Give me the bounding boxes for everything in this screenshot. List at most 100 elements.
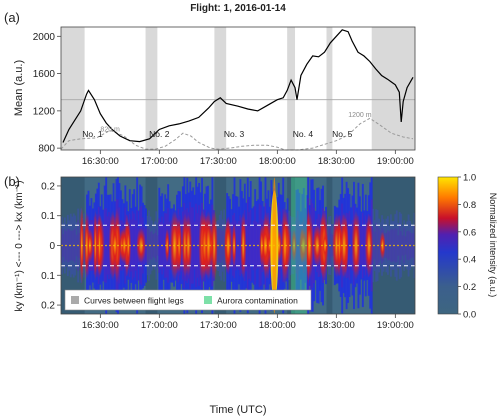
- time-axis: 16:30:00 16:30:00 17:00:00 17:00:00 17:30:00…: [82, 150, 414, 331]
- heatmap-column: [403, 220, 406, 271]
- y-tick-label: 800: [38, 144, 55, 155]
- y-tick-label: 0.1: [41, 211, 55, 222]
- legend-curves-label: Curves between flight legs: [84, 296, 184, 306]
- heatmap-column-core: [254, 206, 257, 285]
- leg-label: No. 4: [293, 129, 314, 139]
- heatmap-column-core: [255, 221, 258, 270]
- x-tick-label-b: 16:30:00: [82, 320, 119, 331]
- colorbar-tick-label: 0.8: [463, 200, 476, 211]
- curve-band: [287, 27, 296, 150]
- heatmap-hotspot: [240, 211, 247, 280]
- colorbar-ramp: [437, 176, 459, 315]
- heatmap-column-core: [106, 216, 109, 275]
- heatmap-column: [148, 210, 150, 281]
- leg-label: No. 3: [224, 129, 245, 139]
- leg-label: No. 2: [149, 129, 170, 139]
- colorbar-label: Normalized intensity (a.u.): [488, 193, 498, 298]
- x-tick-label-a: 18:00:00: [259, 156, 296, 167]
- panel-a-y-label: Mean (a.u.): [13, 60, 25, 116]
- heatmap-column: [327, 216, 330, 275]
- x-axis-label: Time (UTC): [209, 404, 266, 416]
- heatmap-column-core: [251, 226, 254, 265]
- heatmap-column: [155, 211, 158, 280]
- heatmap-hotspot: [280, 206, 289, 285]
- y-tick-label: 2000: [33, 32, 56, 43]
- heatmap-column-core: [330, 233, 333, 258]
- legend-aurora-label: Aurora contamination: [217, 296, 298, 306]
- y-tick-label: 0.2: [41, 301, 55, 312]
- colorbar-tick-label: 1.0: [463, 173, 476, 184]
- legend-swatch-aurora: [204, 296, 212, 304]
- heatmap-column: [218, 214, 221, 277]
- heatmap-column-core: [218, 228, 221, 263]
- heatmap-hotspot: [164, 228, 170, 263]
- heatmap-column: [391, 221, 394, 270]
- x-tick-label-a: 18:30:00: [318, 156, 355, 167]
- heatmap-hotspot: [298, 228, 308, 263]
- heatmap-column-core: [75, 234, 78, 257]
- heatmap-hotspot: [93, 210, 98, 281]
- heatmap-column-core: [155, 228, 158, 263]
- heatmap-column: [407, 214, 410, 277]
- legend: Curves between flight legs Aurora contam…: [64, 289, 312, 311]
- y-tick-label: 0.2: [41, 181, 55, 192]
- heatmap-column-core: [350, 223, 352, 268]
- heatmap-column: [395, 210, 398, 281]
- y-tick-label: 0.1: [41, 271, 55, 282]
- heatmap-column: [412, 224, 414, 267]
- heatmap-column: [406, 221, 409, 270]
- heatmap-column-core: [406, 231, 409, 260]
- heatmap-hotspots: [61, 177, 415, 314]
- colorbar: 0.0 0.2 0.4 0.6 0.8 1.0 Normalized intensity …: [437, 173, 498, 321]
- curve-band: [326, 27, 333, 150]
- y-tick-label: 0: [49, 241, 55, 252]
- heatmap-hotspot: [336, 213, 342, 278]
- aurora-band: [291, 177, 307, 314]
- leg-label: No. 5: [332, 129, 353, 139]
- heatmap-column: [398, 212, 401, 279]
- heatmap-column: [375, 209, 378, 282]
- heatmap-hotspot: [176, 218, 182, 273]
- x-tick-label-b: 18:30:00: [318, 320, 355, 331]
- heatmap-column-core: [159, 221, 162, 270]
- mean-line: [62, 29, 414, 143]
- panel-a-label: (a): [4, 10, 20, 25]
- y-tick-label: 1600: [33, 69, 56, 80]
- heatmap-column: [330, 223, 333, 268]
- heatmap-column-core: [134, 220, 137, 271]
- legend-swatch-curves: [71, 296, 79, 304]
- dashed-guides: [61, 224, 415, 267]
- colorbar-tick-label: 0.6: [463, 227, 476, 238]
- heatmap-column-core: [146, 225, 149, 266]
- leg-labels: No. 1 No. 2 No. 3 No. 4 No. 5: [82, 129, 352, 139]
- colorbar-tick-label: 0.0: [463, 310, 476, 321]
- x-tick-label-a: 16:30:00: [82, 156, 119, 167]
- curve-band: [371, 27, 415, 150]
- altitude-line: [60, 117, 414, 151]
- x-tick-label-b: 19:00:00: [377, 320, 414, 331]
- heatmap-column-core: [162, 223, 165, 268]
- colorbar-tick-label: 0.2: [463, 282, 476, 293]
- spectrum-heatmap: 0.2 0.1 0 0.1 0.2 16:30:00 16:30:00 17:00:00 17…: [14, 150, 498, 416]
- heatmap-column-core: [395, 228, 398, 263]
- heatmap-column: [386, 216, 389, 275]
- x-tick-label-b: 17:30:00: [200, 320, 237, 331]
- panel-b-y-label: ky (km⁻¹) <--- 0 ---> kx (km⁻¹): [14, 180, 25, 311]
- heatmap-hotspot: [97, 212, 103, 279]
- heatmap-column-core: [150, 231, 153, 260]
- curve-band: [61, 27, 85, 150]
- heatmap-hotspot: [339, 211, 349, 280]
- curve-bands: [61, 27, 415, 150]
- heatmap-hotspot: [184, 214, 193, 277]
- heatmap-column: [63, 217, 66, 274]
- heatmap-column-core: [386, 230, 389, 261]
- heatmap-column-core: [327, 228, 330, 263]
- heatmap-column-core: [394, 228, 397, 263]
- altitude-label: 1200 m: [348, 112, 372, 119]
- panel-b-label: (b): [4, 174, 20, 189]
- heatmap-column-core: [103, 208, 106, 283]
- heatmap-column-core: [130, 219, 133, 272]
- x-tick-label-a: 17:00:00: [141, 156, 178, 167]
- heatmap-column-core: [398, 223, 401, 268]
- curve-band: [145, 27, 158, 150]
